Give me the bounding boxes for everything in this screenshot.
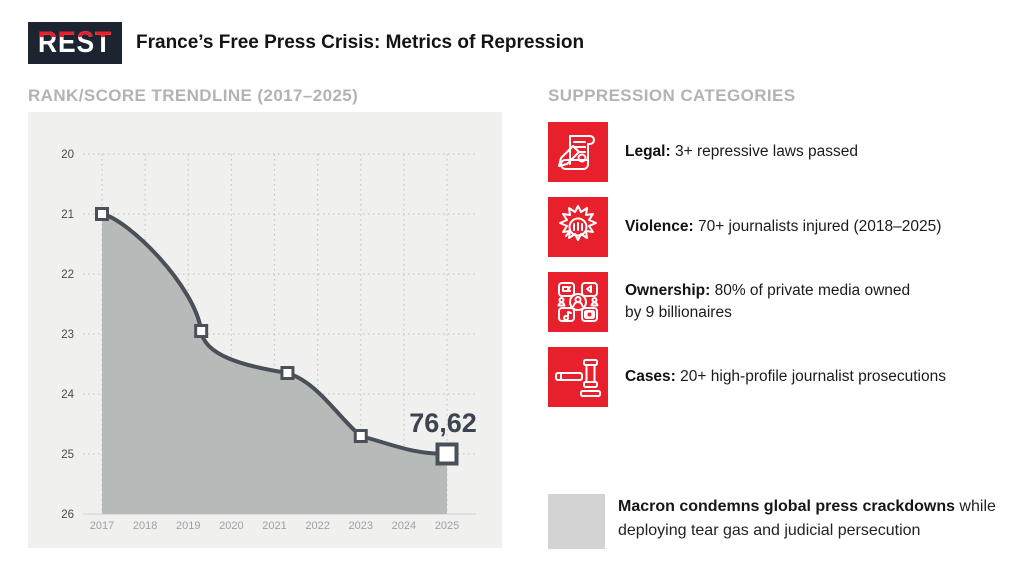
svg-text:22: 22 (61, 269, 74, 281)
svg-text:2018: 2018 (133, 520, 157, 532)
footnote-block-icon (548, 494, 605, 549)
fist-burst-icon (548, 197, 608, 257)
category-text: Legal: 3+ repressive laws passed (625, 143, 859, 160)
svg-text:2025: 2025 (435, 520, 459, 532)
svg-text:24: 24 (61, 389, 74, 401)
header: REST REST France’s Free Press Crisis: Me… (28, 22, 584, 64)
category-text: Cases: 20+ high-profile journalist prose… (625, 368, 946, 385)
footnote-rest: while (954, 498, 996, 515)
trendline-chart: 20 21 22 23 24 25 26 2017 2018 2019 2020 2021 2022 20… (28, 112, 502, 548)
rest-logo: REST REST (28, 22, 122, 64)
svg-text:2022: 2022 (305, 520, 329, 532)
category-item: Legal: 3+ repressive laws passed (548, 122, 1010, 182)
scroll-quill-icon (548, 122, 608, 182)
svg-text:20: 20 (61, 149, 74, 161)
category-list: Legal: 3+ repressive laws passed Violence… (548, 122, 1010, 407)
categories-section-title: SUPPRESSION CATEGORIES (548, 86, 796, 105)
svg-text:25: 25 (61, 449, 74, 461)
gavel-icon (548, 347, 608, 407)
logo-text: REST (38, 26, 112, 59)
svg-text:26: 26 (61, 509, 74, 521)
svg-text:21: 21 (61, 209, 74, 221)
category-text: Ownership: 80% of private media owned by … (625, 282, 911, 321)
svg-text:2017: 2017 (90, 520, 114, 532)
footnote-bold: Macron condemns global press crackdowns (618, 498, 955, 515)
chart-section-title: RANK/SCORE TRENDLINE (2017–2025) (28, 86, 359, 105)
page-title: France’s Free Press Crisis: Metrics of R… (136, 32, 585, 53)
svg-text:2021: 2021 (262, 520, 286, 532)
category-item: Ownership: 80% of private media owned by … (548, 272, 1010, 332)
svg-text:2024: 2024 (392, 520, 416, 532)
svg-text:76,62: 76,62 (409, 408, 477, 438)
category-item: Cases: 20+ high-profile journalist prose… (548, 347, 1010, 407)
svg-text:2019: 2019 (176, 520, 200, 532)
logo-text-red-accent: REST (38, 26, 112, 59)
footnote: Macron condemns global press crackdowns … (548, 494, 996, 549)
footnote-text: Macron condemns global press crackdowns … (618, 494, 996, 543)
svg-text:2023: 2023 (349, 520, 373, 532)
footnote-line2: deploying tear gas and judicial persecut… (618, 522, 921, 539)
svg-text:2020: 2020 (219, 520, 243, 532)
category-item: Violence: 70+ journalists injured (2018–… (548, 197, 1010, 257)
category-text: Violence: 70+ journalists injured (2018–… (625, 218, 942, 235)
media-grid-icon (548, 272, 608, 332)
svg-text:23: 23 (61, 329, 74, 341)
